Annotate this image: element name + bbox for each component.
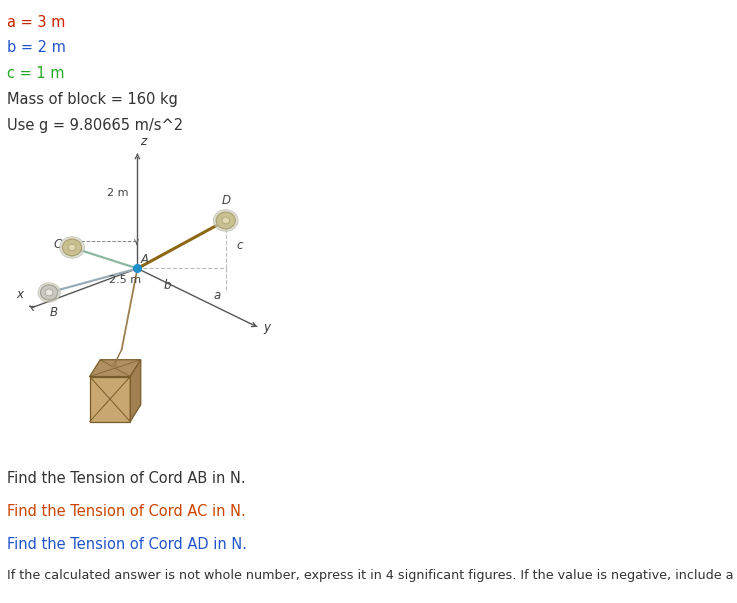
- Ellipse shape: [41, 285, 57, 300]
- Ellipse shape: [60, 236, 85, 258]
- Text: Find the Tension of Cord AD in N.: Find the Tension of Cord AD in N.: [7, 537, 247, 552]
- Text: a: a: [214, 289, 221, 302]
- Text: A: A: [140, 253, 148, 266]
- Ellipse shape: [222, 217, 229, 224]
- Text: c: c: [237, 239, 243, 252]
- Text: b: b: [164, 279, 171, 292]
- Ellipse shape: [45, 289, 53, 296]
- Ellipse shape: [38, 283, 60, 302]
- Text: Mass of block = 160 kg: Mass of block = 160 kg: [7, 92, 178, 107]
- Text: a = 3 m: a = 3 m: [7, 14, 66, 30]
- Polygon shape: [90, 360, 141, 376]
- Text: Find the Tension of Cord AC in N.: Find the Tension of Cord AC in N.: [7, 504, 246, 519]
- Ellipse shape: [69, 244, 76, 251]
- Text: D: D: [222, 194, 231, 207]
- Ellipse shape: [63, 239, 82, 256]
- Text: C: C: [53, 238, 61, 251]
- Text: z: z: [140, 136, 146, 148]
- Polygon shape: [130, 360, 141, 421]
- Text: Find the Tension of Cord AB in N.: Find the Tension of Cord AB in N.: [7, 471, 245, 486]
- Text: x: x: [16, 288, 23, 302]
- Ellipse shape: [213, 210, 238, 232]
- Text: b = 2 m: b = 2 m: [7, 40, 66, 55]
- Text: 2.5 m: 2.5 m: [109, 276, 141, 285]
- Polygon shape: [90, 376, 130, 421]
- Text: B: B: [50, 306, 58, 319]
- Text: 2 m: 2 m: [108, 189, 129, 198]
- Text: Use g = 9.80665 m/s^2: Use g = 9.80665 m/s^2: [7, 118, 184, 133]
- Ellipse shape: [216, 212, 235, 229]
- Text: y: y: [263, 321, 270, 335]
- Text: If the calculated answer is not whole number, express it in 4 significant figure: If the calculated answer is not whole nu…: [7, 569, 737, 582]
- Text: c = 1 m: c = 1 m: [7, 66, 65, 81]
